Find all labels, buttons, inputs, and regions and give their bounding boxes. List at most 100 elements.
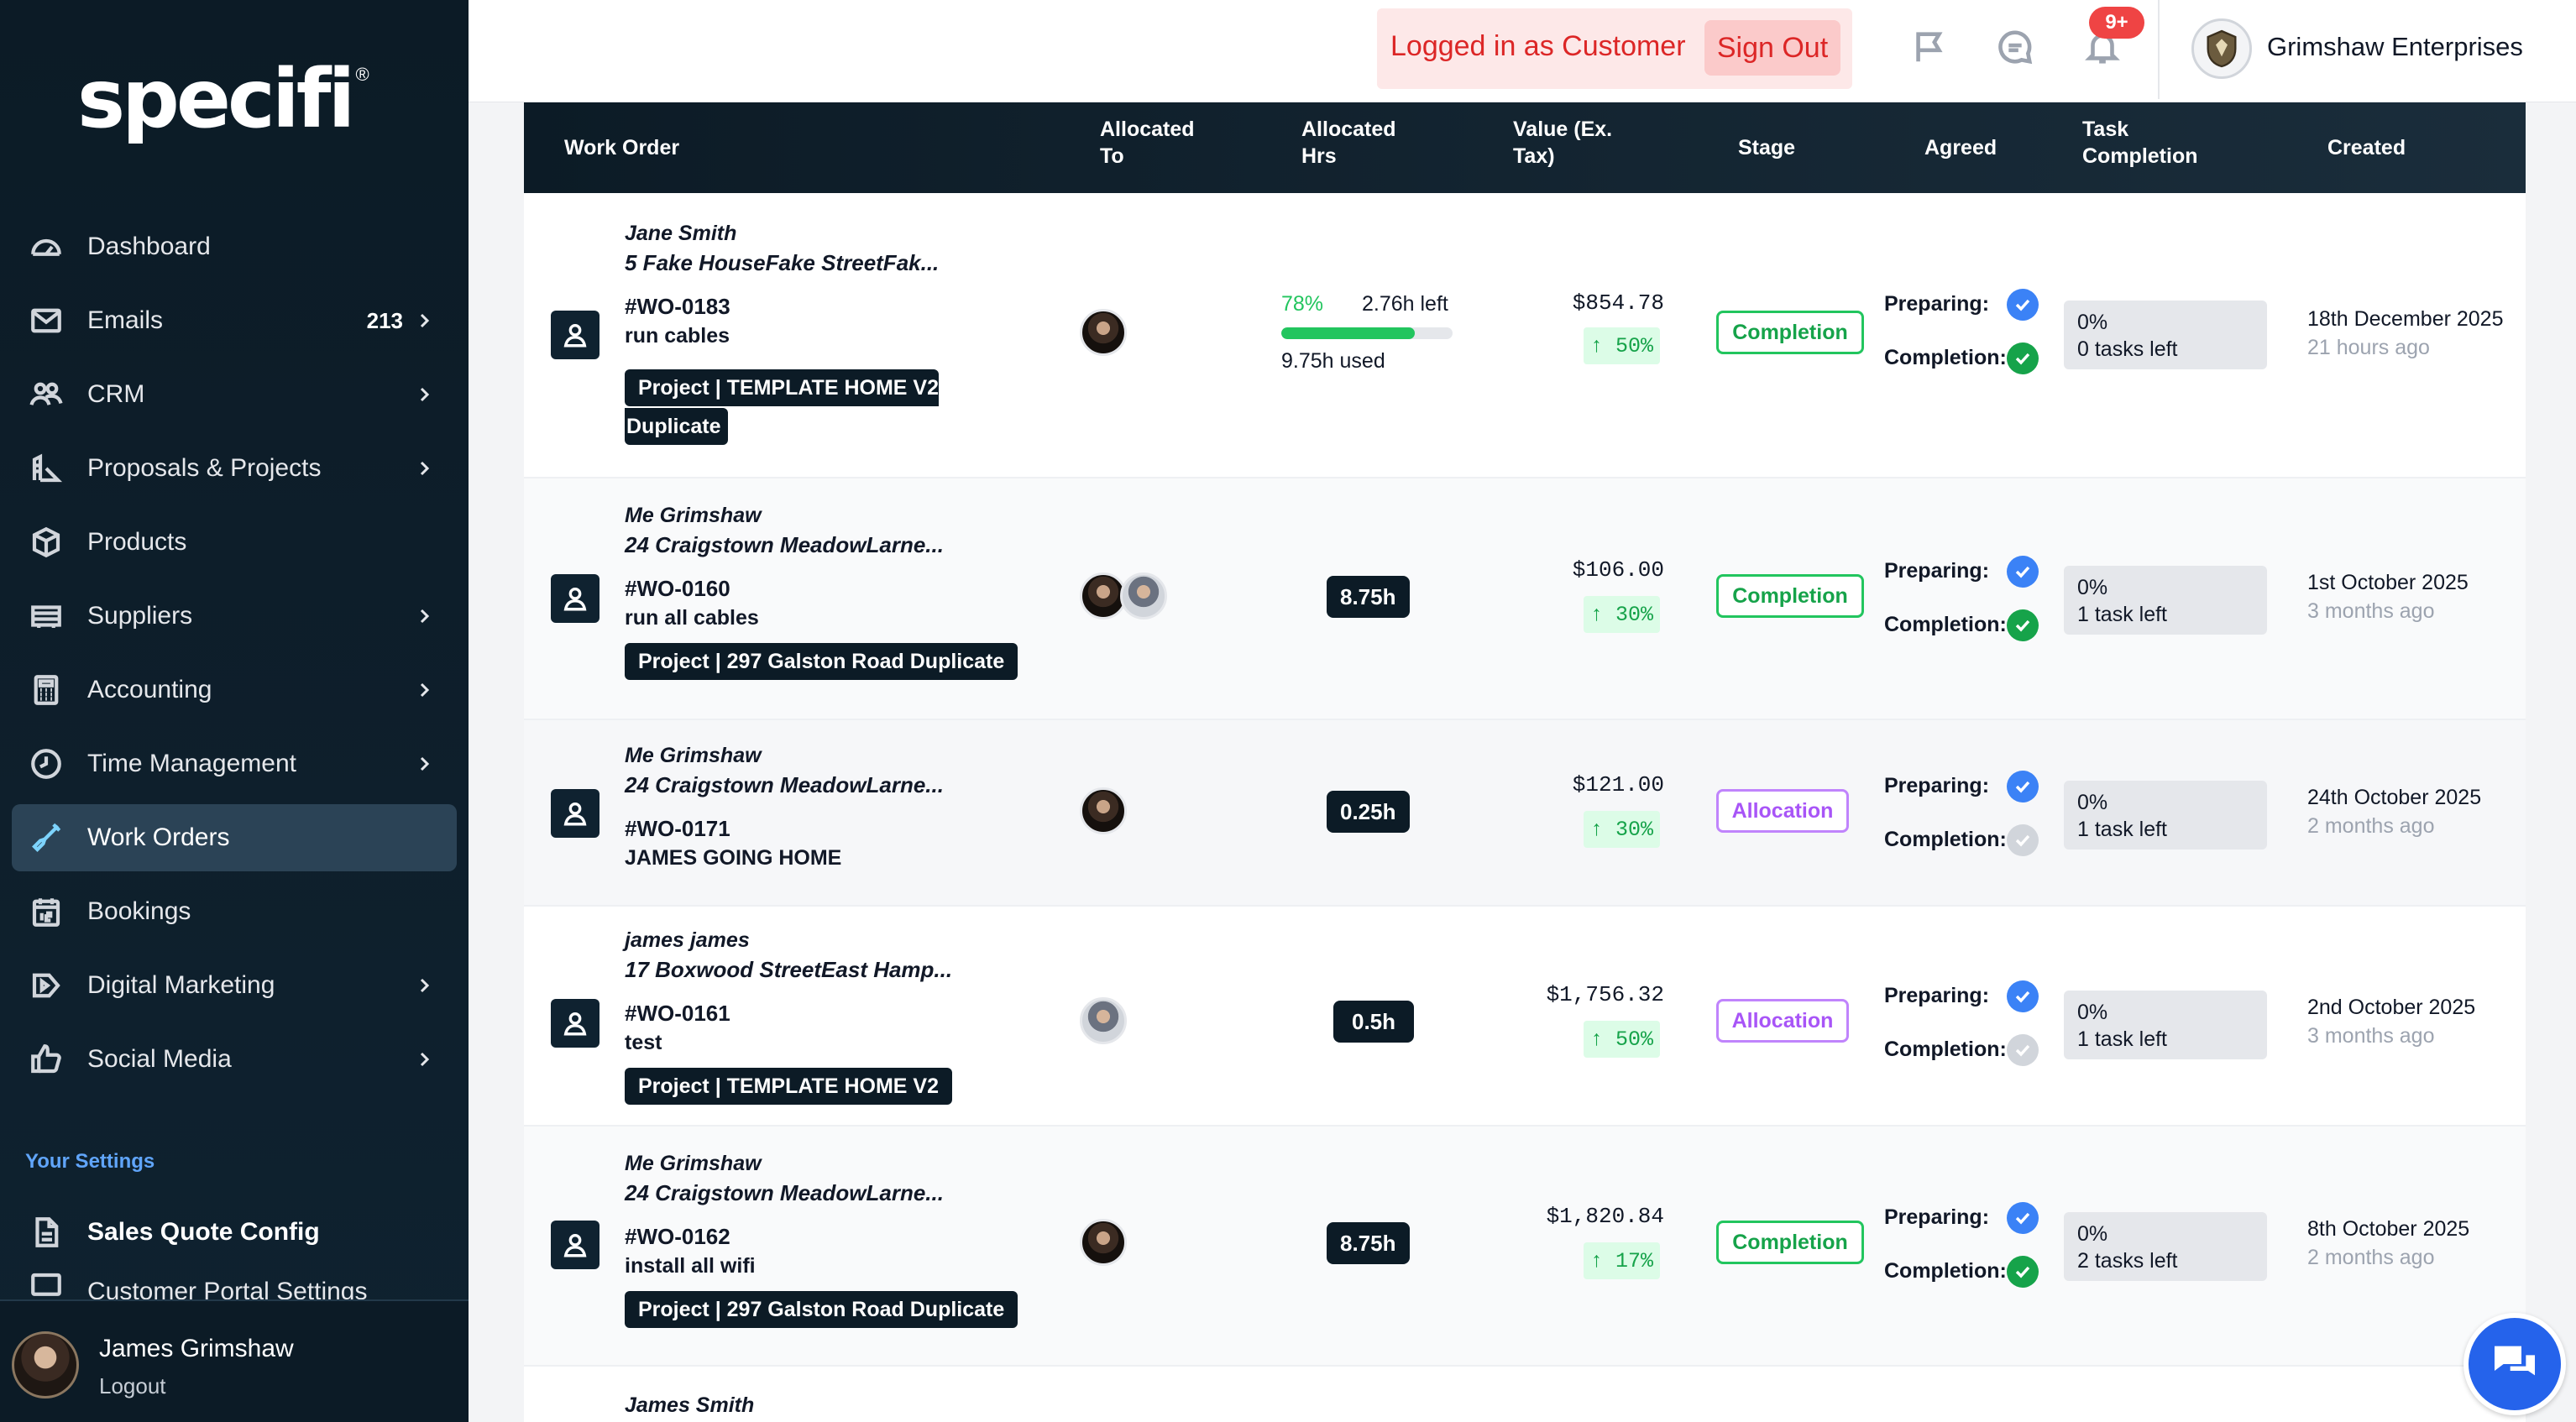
document-icon [27, 1213, 65, 1252]
sidebar-item-work-orders[interactable]: Work Orders [12, 804, 457, 871]
avatar[interactable] [1080, 1219, 1127, 1266]
check-icon [2007, 556, 2039, 588]
avatar[interactable] [1080, 997, 1127, 1044]
avatar[interactable] [1120, 572, 1167, 620]
check-icon [2007, 824, 2039, 856]
column-header-work-order[interactable]: Work Order [564, 136, 680, 159]
sidebar-item-social-media[interactable]: Social Media [12, 1026, 457, 1093]
task-percent: 0% [2077, 311, 2108, 334]
work-order-number[interactable]: #WO-0171 [625, 816, 730, 841]
column-header-agreed[interactable]: Agreed [1924, 136, 1997, 159]
live-chat-button[interactable] [2463, 1313, 2566, 1415]
sidebar-item-label: Emails [87, 306, 164, 334]
sidebar-item-digital-marketing[interactable]: Digital Marketing [12, 952, 457, 1019]
allocated-hours-badge: 8.75h [1327, 1222, 1410, 1264]
avatar[interactable] [1080, 787, 1127, 834]
hours-used: 9.75h used [1281, 349, 1385, 373]
row-divider [524, 1125, 2526, 1127]
completion-label: Completion: [1884, 346, 2007, 369]
flag-icon[interactable] [1908, 25, 1951, 69]
sidebar-item-time-management[interactable]: Time Management [12, 730, 457, 797]
customer-address: 24 Craigstown MeadowLarne... [625, 532, 944, 557]
chevron-right-icon [411, 604, 437, 629]
sidebar-item-crm[interactable]: CRM [12, 361, 457, 428]
margin-badge: ↑ 30% [1584, 596, 1661, 633]
sidebar-item-label: Time Management [87, 750, 296, 777]
customer-address: 24 Craigstown MeadowLarne... [625, 772, 944, 797]
company-name[interactable]: Grimshaw Enterprises [2267, 32, 2523, 61]
sidebar-item-dashboard[interactable]: Dashboard [12, 213, 457, 280]
customer-name: Jane Smith [625, 222, 737, 245]
chevron-right-icon [411, 456, 437, 481]
project-tag[interactable]: Project | TEMPLATE HOME V2 [625, 1068, 952, 1105]
column-header-value[interactable]: Value (Ex. Tax) [1513, 116, 1612, 170]
stage-badge[interactable]: Completion [1716, 1221, 1864, 1264]
logout-link[interactable]: Logout [99, 1373, 166, 1398]
sidebar: specifi ® Dashboard Emails 213 CRM Propo… [0, 0, 469, 1422]
chevron-right-icon [411, 382, 437, 407]
work-order-number[interactable]: #WO-0162 [625, 1224, 730, 1249]
project-tag-continued[interactable]: Duplicate [625, 408, 728, 445]
chat-icon[interactable] [1993, 25, 2037, 69]
avatar[interactable] [12, 1331, 79, 1398]
company-logo[interactable] [2191, 18, 2252, 79]
check-icon [2007, 1256, 2039, 1288]
table-row[interactable]: James Smith [524, 1367, 2526, 1422]
header-line: Tax) [1513, 144, 1555, 168]
brand-logo[interactable]: specifi ® [77, 59, 369, 159]
sign-out-button[interactable]: Sign Out [1704, 20, 1840, 76]
order-value: $1,820.84 [1546, 1204, 1664, 1229]
table-row[interactable]: Me Grimshaw 24 Craigstown MeadowLarne...… [524, 1127, 2526, 1367]
customer-address: 17 Boxwood StreetEast Hamp... [625, 957, 953, 982]
sidebar-item-accounting[interactable]: Accounting [12, 656, 457, 724]
avatar[interactable] [1080, 309, 1127, 356]
project-tag[interactable]: Project | TEMPLATE HOME V2 [625, 369, 939, 406]
work-orders-table: Work Order Allocated To Allocated Hrs Valu… [524, 102, 2526, 1422]
work-order-number[interactable]: #WO-0160 [625, 576, 730, 601]
user-name: James Grimshaw [99, 1335, 294, 1362]
preparing-label: Preparing: [1884, 984, 1990, 1007]
allocated-hours-badge: 8.75h [1327, 576, 1410, 618]
header-line: Task [2082, 118, 2129, 141]
completion-label: Completion: [1884, 828, 2007, 851]
task-completion-box: 0% 0 tasks left [2064, 301, 2267, 369]
work-order-description: run all cables [625, 606, 759, 630]
clock-icon [27, 745, 65, 783]
sidebar-item-proposals-projects[interactable]: Proposals & Projects [12, 435, 457, 502]
header-line: Completion [2082, 144, 2198, 168]
work-order-number[interactable]: #WO-0161 [625, 1001, 730, 1026]
work-order-description: run cables [625, 324, 730, 348]
sidebar-item-bookings[interactable]: Bookings [12, 878, 457, 945]
work-order-number[interactable]: #WO-0183 [625, 294, 730, 319]
table-row[interactable]: Jane Smith 5 Fake HouseFake StreetFak...… [524, 193, 2526, 478]
hours-progress-fill [1281, 327, 1416, 339]
table-row[interactable]: Me Grimshaw 24 Craigstown MeadowLarne...… [524, 478, 2526, 720]
stage-badge[interactable]: Completion [1716, 574, 1864, 618]
check-icon [2007, 771, 2039, 802]
customer-name: Me Grimshaw [625, 744, 762, 767]
sidebar-item-emails[interactable]: Emails 213 [12, 287, 457, 354]
stage-badge[interactable]: Allocation [1716, 789, 1849, 833]
logo-registered-mark: ® [355, 64, 369, 85]
login-status-text: Logged in as Customer [1390, 30, 1686, 62]
tasks-left: 0 tasks left [2077, 337, 2178, 361]
table-row[interactable]: Me Grimshaw 24 Craigstown MeadowLarne...… [524, 720, 2526, 907]
tasks-left: 1 task left [2077, 818, 2167, 841]
column-header-created[interactable]: Created [2327, 136, 2406, 159]
column-header-allocated-to[interactable]: Allocated To [1100, 116, 1195, 170]
sidebar-item-products[interactable]: Products [12, 509, 457, 576]
sidebar-item-suppliers[interactable]: Suppliers [12, 583, 457, 650]
completion-label: Completion: [1884, 1038, 2007, 1061]
order-value: $121.00 [1572, 772, 1664, 797]
column-header-task-completion[interactable]: Task Completion [2082, 116, 2198, 170]
stage-badge[interactable]: Allocation [1716, 999, 1849, 1043]
preparing-label: Preparing: [1884, 774, 1990, 797]
row-divider [524, 905, 2526, 907]
stage-badge[interactable]: Completion [1716, 311, 1864, 354]
column-header-stage[interactable]: Stage [1738, 136, 1796, 159]
table-row[interactable]: james james 17 Boxwood StreetEast Hamp..… [524, 907, 2526, 1127]
project-tag[interactable]: Project | 297 Galston Road Duplicate [625, 643, 1018, 680]
column-header-allocated-hrs[interactable]: Allocated Hrs [1301, 116, 1396, 170]
sidebar-item-sales-quote-config[interactable]: Sales Quote Config [12, 1199, 457, 1266]
project-tag[interactable]: Project | 297 Galston Road Duplicate [625, 1291, 1018, 1328]
